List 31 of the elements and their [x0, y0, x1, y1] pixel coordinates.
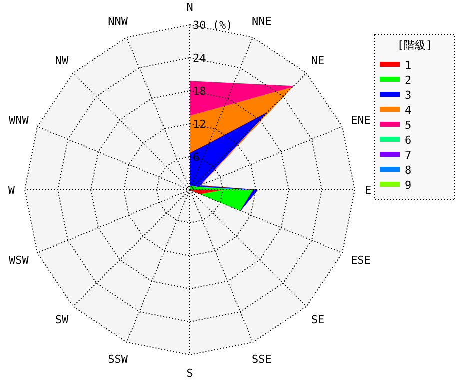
spoke-label: NE [311, 54, 325, 68]
spoke-label: SSW [108, 353, 128, 366]
y-tick-label: 30 (%) [193, 19, 233, 32]
spoke-label: NW [55, 54, 69, 68]
legend-label: 4 [405, 104, 412, 117]
legend-label: 1 [405, 59, 412, 72]
legend-label: 5 [405, 119, 412, 132]
spoke-label: S [186, 367, 194, 380]
y-tick-label: 6 [193, 151, 200, 164]
spoke-label: ESE [351, 254, 371, 268]
legend-title: [階級] [397, 39, 433, 52]
spoke-label: E [365, 184, 372, 197]
spoke-label: WNW [9, 114, 30, 127]
y-tick-label: 18 [193, 85, 206, 98]
spoke-label: NNE [252, 14, 272, 28]
spoke-label: SW [55, 313, 69, 326]
spoke-label: N [186, 1, 194, 14]
legend-label: 2 [405, 74, 412, 87]
spoke-label: W [8, 184, 16, 197]
legend-label: 9 [405, 179, 412, 192]
spoke-label: SSE [252, 353, 272, 366]
spoke-label: SE [311, 313, 325, 326]
legend-label: 6 [405, 134, 412, 147]
spoke-label: NNW [108, 14, 128, 28]
spoke-label: WSW [9, 254, 30, 268]
legend-label: 8 [405, 164, 412, 177]
y-tick-label: 24 [193, 52, 207, 65]
legend-label: 7 [405, 149, 412, 162]
legend-label: 3 [405, 89, 412, 102]
y-tick-label: 12 [193, 118, 206, 131]
spoke-label: ENE [351, 114, 371, 127]
